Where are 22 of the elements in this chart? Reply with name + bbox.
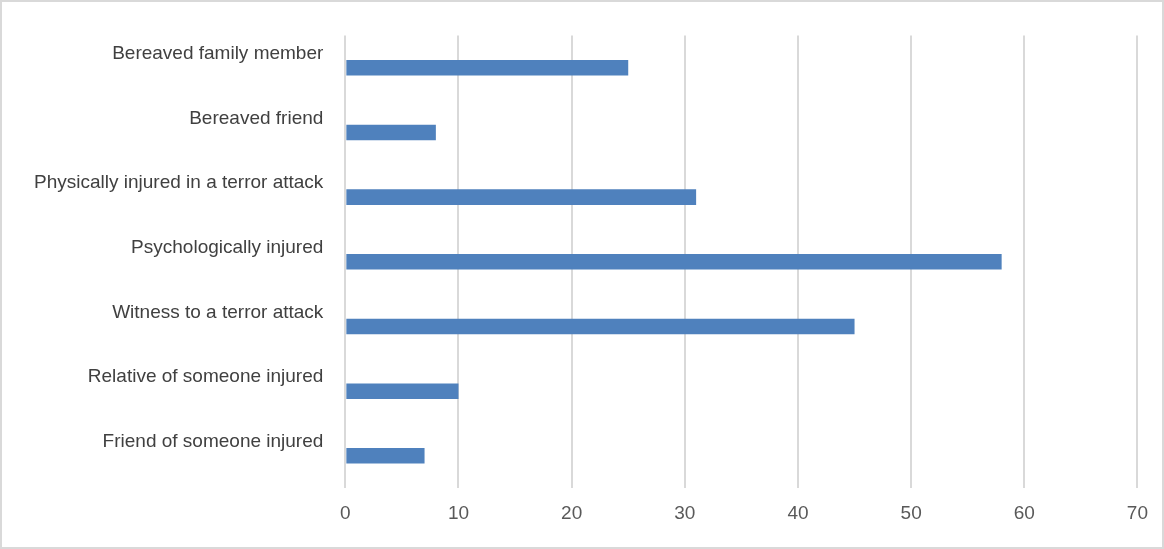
x-tick-label: 20 — [561, 501, 583, 523]
y-tick-label: Bereaved family member — [112, 41, 324, 63]
bar — [346, 254, 1002, 270]
y-tick-label: Bereaved friend — [189, 106, 324, 128]
y-tick-label: Relative of someone injured — [87, 365, 324, 387]
y-tick-label: Psychologically injured — [131, 236, 324, 258]
x-tick-label: 40 — [787, 501, 809, 523]
x-tick-label: 0 — [340, 501, 351, 523]
x-tick-label: 50 — [900, 501, 922, 523]
y-tick-label: Witness to a terror attack — [112, 300, 324, 322]
bar — [346, 124, 436, 141]
bar — [346, 59, 629, 76]
bar — [346, 383, 459, 399]
y-tick-label: Friend of someone injured — [102, 430, 324, 452]
x-tick-label: 30 — [674, 501, 696, 523]
x-tick-label: 70 — [1126, 501, 1148, 523]
bar — [346, 318, 855, 335]
x-tick-label: 60 — [1013, 501, 1035, 523]
bar — [346, 189, 697, 205]
x-tick-label: 10 — [447, 501, 470, 523]
y-tick-label: Physically injured in a terror attack — [34, 171, 324, 193]
bar — [346, 448, 425, 464]
